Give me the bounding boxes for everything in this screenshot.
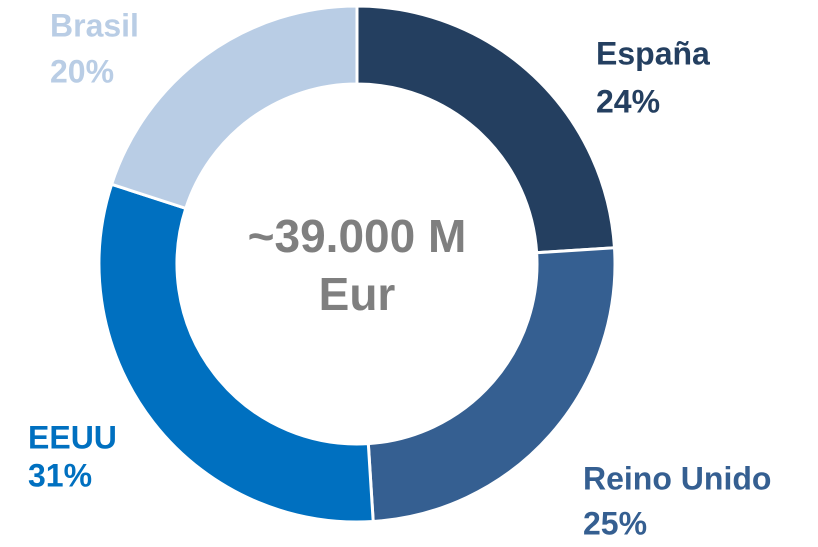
donut-slice [355, 4, 617, 255]
donut-slice [109, 4, 359, 211]
donut-slice [97, 182, 375, 524]
slice-label: Brasil [50, 7, 139, 43]
slice-label: España [596, 35, 710, 71]
slice-label: Reino Unido [583, 460, 771, 496]
center-text: Eur [319, 268, 396, 320]
center-text: ~39.000 M [248, 210, 467, 262]
slice-label: EEUU [28, 419, 117, 455]
slice-value-label: 25% [583, 505, 647, 541]
slice-value-label: 24% [596, 83, 660, 119]
donut-slice [366, 246, 617, 524]
slice-value-label: 20% [50, 53, 114, 89]
slice-value-label: 31% [28, 457, 92, 493]
